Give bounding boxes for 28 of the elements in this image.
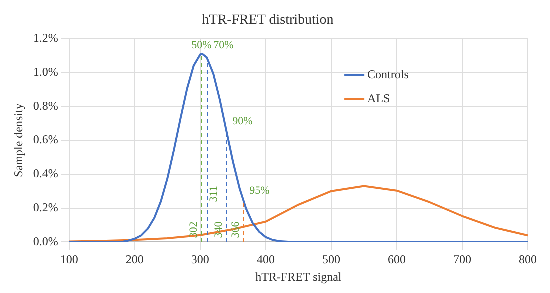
annotation: 70% (214, 40, 234, 52)
x-axis-title: hTR-FRET signal (256, 270, 342, 284)
x-tick-label: 400 (256, 252, 275, 267)
legend-label: ALS (368, 92, 390, 106)
x-tick-label: 500 (322, 252, 340, 267)
annotation: 95% (250, 184, 270, 197)
ref-line-label: 366 (230, 221, 242, 238)
x-tick-label: 200 (126, 252, 144, 267)
x-tick-label: 700 (453, 252, 472, 267)
y-tick-label: 1.0% (33, 64, 58, 79)
annotation: 90% (232, 116, 253, 128)
annotation: 50% (192, 40, 212, 52)
y-tick-label: 0.8% (33, 98, 58, 113)
y-axis-title: Sample density (11, 104, 26, 178)
y-tick-label: 0.2% (33, 200, 58, 214)
legend-label: Controls (368, 68, 410, 82)
y-tick-label: 1.2% (33, 30, 58, 45)
ref-line-label: 302 (188, 222, 200, 238)
x-tick-label: 300 (191, 252, 210, 267)
y-tick-label: 0.4% (33, 166, 58, 181)
y-tick-label: 0.0% (33, 234, 58, 248)
x-tick-label: 100 (60, 252, 78, 267)
ref-line-label: 340 (213, 221, 226, 238)
ref-line-label: 311 (208, 186, 220, 202)
x-tick-label: 800 (519, 252, 537, 267)
y-tick-label: 0.6% (33, 132, 58, 147)
chart-title: hTR-FRET distribution (202, 13, 334, 28)
x-tick-label: 600 (388, 252, 406, 267)
